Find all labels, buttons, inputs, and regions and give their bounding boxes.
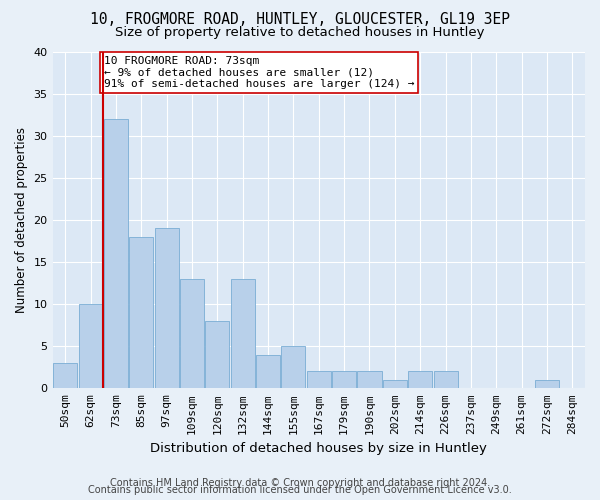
Bar bbox=[358, 372, 382, 388]
Bar bbox=[180, 279, 204, 388]
Bar bbox=[79, 304, 103, 388]
Bar bbox=[256, 354, 280, 388]
Y-axis label: Number of detached properties: Number of detached properties bbox=[15, 127, 28, 313]
Text: Contains HM Land Registry data © Crown copyright and database right 2024.: Contains HM Land Registry data © Crown c… bbox=[110, 478, 490, 488]
Bar bbox=[230, 279, 255, 388]
X-axis label: Distribution of detached houses by size in Huntley: Distribution of detached houses by size … bbox=[151, 442, 487, 455]
Bar bbox=[129, 236, 154, 388]
Text: Size of property relative to detached houses in Huntley: Size of property relative to detached ho… bbox=[115, 26, 485, 39]
Bar bbox=[155, 228, 179, 388]
Bar bbox=[383, 380, 407, 388]
Text: 10 FROGMORE ROAD: 73sqm
← 9% of detached houses are smaller (12)
91% of semi-det: 10 FROGMORE ROAD: 73sqm ← 9% of detached… bbox=[104, 56, 414, 89]
Bar bbox=[281, 346, 305, 389]
Bar bbox=[205, 321, 229, 388]
Bar bbox=[535, 380, 559, 388]
Bar bbox=[307, 372, 331, 388]
Bar bbox=[104, 119, 128, 388]
Bar bbox=[53, 363, 77, 388]
Text: 10, FROGMORE ROAD, HUNTLEY, GLOUCESTER, GL19 3EP: 10, FROGMORE ROAD, HUNTLEY, GLOUCESTER, … bbox=[90, 12, 510, 28]
Text: Contains public sector information licensed under the Open Government Licence v3: Contains public sector information licen… bbox=[88, 485, 512, 495]
Bar bbox=[434, 372, 458, 388]
Bar bbox=[408, 372, 432, 388]
Bar bbox=[332, 372, 356, 388]
